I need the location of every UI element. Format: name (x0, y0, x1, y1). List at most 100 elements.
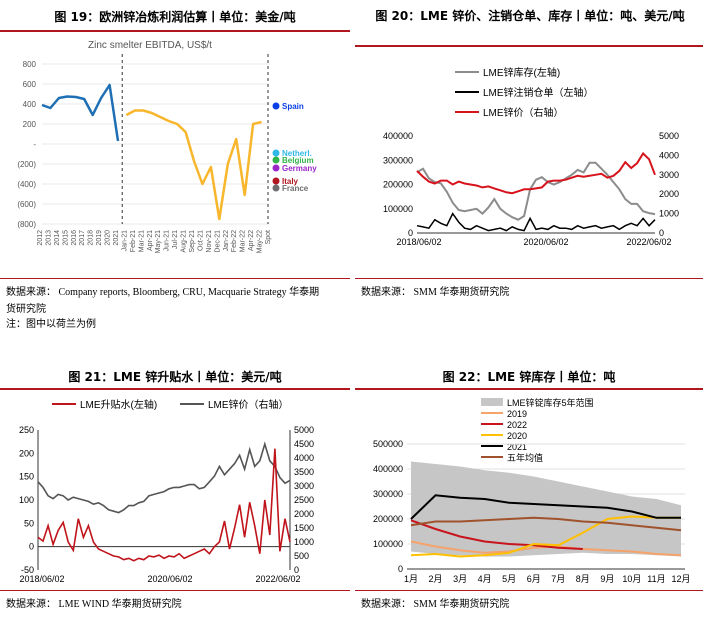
y-right-tick-label: 0 (659, 228, 664, 238)
x-tick-label: 8月 (576, 574, 590, 584)
x-tick-label: Spot (265, 230, 272, 244)
panel-22-title-rule (355, 388, 703, 390)
panel-19-title-rule (0, 30, 350, 32)
series-line-0 (37, 448, 291, 562)
x-tick-label: 2018 (88, 230, 95, 246)
panel-19-bottom-rule (0, 278, 350, 279)
y-right-tick-label: 4500 (294, 439, 314, 449)
y-tick-label: - (33, 140, 36, 149)
y-tick-label: 800 (23, 60, 37, 69)
x-tick-label: 2019 (96, 230, 103, 246)
x-tick-label: Oct-21 (197, 230, 204, 251)
y-tick-label: 300000 (373, 489, 403, 499)
legend-label: LME锌价（右轴） (208, 398, 289, 411)
legend-label: LME升贴水(左轴) (80, 398, 157, 411)
panel-22: 图 22：LME 锌库存丨单位：吨 LME锌锭库存5年范围 2019 2022 202… (355, 362, 703, 625)
legend-label: LME锌锭库存5年范围 (507, 397, 594, 408)
x-tick-label: Apr-21 (147, 230, 154, 251)
y-left-tick-label: 100000 (383, 204, 413, 214)
x-tick-label: 2013 (45, 230, 52, 246)
legend-label: 2021 (507, 442, 527, 452)
legend-label: Germany (282, 164, 317, 173)
legend-label: LME锌价（右轴） (483, 106, 564, 119)
x-tick-label: 2018/06/02 (19, 574, 64, 584)
x-tick-label: 5月 (502, 574, 516, 584)
y-left-tick-label: 200 (19, 448, 34, 458)
x-tick-label: 2015 (62, 230, 69, 246)
x-tick-label: Mar-22 (240, 230, 247, 252)
panel-21-title-rule (0, 388, 350, 390)
legend-marker (272, 149, 280, 157)
legend-marker (272, 177, 280, 185)
series-line-1 (416, 212, 656, 232)
x-tick-label: May-21 (155, 230, 162, 253)
legend-marker (272, 156, 280, 164)
y-tick-label: 600 (23, 80, 37, 89)
y-right-tick-label: 1500 (294, 523, 314, 533)
panel-22-title: 图 22：LME 锌库存丨单位：吨 (442, 370, 616, 384)
x-tick-label: 2020 (105, 230, 112, 246)
legend-swatch (481, 398, 503, 406)
x-tick-label: 9月 (600, 574, 614, 584)
panel-20-bottom-rule (355, 278, 703, 279)
legend-marker (272, 164, 280, 172)
panel-21-source: 数据来源： LME WIND 华泰期货研究院 (6, 599, 182, 610)
x-tick-label: 4月 (478, 574, 492, 584)
x-tick-label: 3月 (453, 574, 467, 584)
panel-20-chart: LME锌库存(左轴)LME锌注销仓单（左轴）LME锌价（右轴）400000300… (383, 66, 679, 247)
legend-label: Italy (282, 177, 299, 186)
y-right-tick-label: 1000 (659, 209, 679, 219)
legend-label: 2019 (507, 409, 527, 419)
y-left-tick-label: 0 (29, 542, 34, 552)
y-tick-label: 400 (23, 100, 37, 109)
series-line-3 (410, 494, 681, 520)
legend-label: Netherl. (282, 149, 312, 158)
panel-22-source: 数据来源： SMM 华泰期货研究院 (361, 599, 510, 610)
y-right-tick-label: 3000 (659, 170, 679, 180)
y-right-tick-label: 3500 (294, 467, 314, 477)
x-tick-label: 2017 (79, 230, 86, 246)
series-line-0 (41, 83, 120, 142)
x-tick-label: Sep-21 (189, 230, 196, 253)
x-tick-label: May-22 (257, 230, 264, 253)
y-right-tick-label: 4000 (294, 453, 314, 463)
panel-19-chart: Zinc smelter EBITDA, US$/t 800 600 400 200 - (… (17, 40, 317, 253)
x-tick-label: 6月 (527, 574, 541, 584)
legend-label: Belgium (282, 156, 314, 165)
panel-19-note: 注：图中以荷兰为例 (6, 319, 96, 330)
panel-22-bottom-rule (355, 590, 703, 591)
legend-label: 2022 (507, 420, 527, 430)
y-right-tick-label: 5000 (294, 425, 314, 435)
y-tick-label: 400000 (373, 464, 403, 474)
x-tick-label: Apr-22 (248, 230, 255, 251)
legend-label: Spain (282, 102, 304, 111)
x-tick-label: Jul-21 (172, 230, 179, 249)
panel-21-bottom-rule (0, 590, 350, 591)
x-tick-label: Mar-21 (138, 230, 145, 252)
panel-21-chart: LME升贴水(左轴) LME锌价（右轴）250200150100500-50500… (19, 398, 314, 584)
x-tick-label: 2014 (54, 230, 61, 246)
legend-label: LME锌注销仓单（左轴） (483, 86, 594, 99)
x-tick-label: 2012 (37, 230, 44, 246)
series-line-4 (410, 516, 682, 532)
panel-21-title: 图 21：LME 锌升贴水丨单位：美元/吨 (68, 370, 282, 384)
legend-marker (272, 184, 280, 192)
panel-21: 图 21：LME 锌升贴水丨单位：美元/吨 LME升贴水(左轴) LME锌价（右轴… (0, 362, 350, 625)
y-right-tick-label: 500 (294, 551, 309, 561)
y-right-tick-label: 1000 (294, 537, 314, 547)
series-line-1 (37, 441, 291, 514)
panel-19-title: 图 19：欧洲锌冶炼利润估算丨单位：美金/吨 (54, 10, 296, 24)
y-tick-label: (200) (17, 160, 36, 169)
legend-label: LME锌库存(左轴) (483, 66, 560, 79)
y-right-tick-label: 2500 (294, 495, 314, 505)
y-tick-label: 0 (398, 564, 403, 574)
y-tick-label: 200 (23, 120, 37, 129)
series-line-2 (416, 151, 656, 195)
panel-19: 图 19：欧洲锌冶炼利润估算丨单位：美金/吨 Zinc smelter EBIT… (0, 0, 350, 330)
y-tick-label: 200000 (373, 514, 403, 524)
y-tick-label: (800) (17, 220, 36, 229)
x-tick-label: 10月 (622, 574, 641, 584)
x-tick-label: Jun-21 (164, 230, 171, 252)
legend-label: 五年均值 (507, 452, 543, 463)
